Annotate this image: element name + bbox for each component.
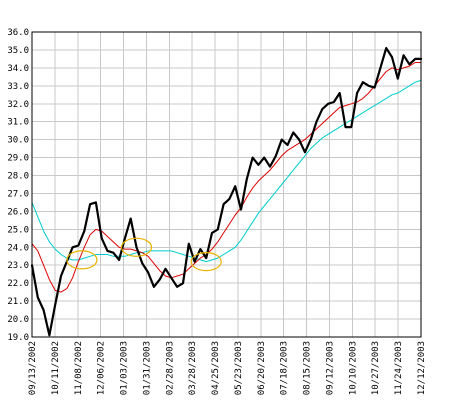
- plot-border: [31, 31, 422, 338]
- x-tick-label: 09/12/2003: [325, 341, 335, 395]
- x-tick-label: 10/11/2002: [51, 341, 61, 395]
- series-line-1: [31, 62, 422, 293]
- x-tick-label: 08/15/2003: [303, 341, 313, 395]
- y-tick-label: 36.0: [7, 28, 29, 38]
- y-tick-label: 19.0: [7, 333, 29, 343]
- marker-group: [66, 237, 222, 272]
- y-tick-label: 29.0: [7, 154, 29, 164]
- crossover-marker: [66, 250, 98, 270]
- y-tick-label: 25.0: [7, 225, 29, 235]
- y-tick-label: 21.0: [7, 297, 29, 307]
- plot-frame: [31, 31, 422, 338]
- x-tick-label: 10/10/2003: [348, 341, 358, 395]
- grid: [31, 31, 422, 338]
- x-tick-label: 01/03/2003: [120, 341, 130, 395]
- y-tick-label: 27.0: [7, 189, 29, 199]
- x-tick-label: 10/27/2003: [371, 341, 381, 395]
- crossover-marker: [120, 237, 153, 257]
- x-tick-label: 05/23/2003: [234, 341, 244, 395]
- y-tick-label: 30.0: [7, 136, 29, 146]
- x-tick-label: 01/31/2003: [142, 341, 152, 395]
- x-tick-label: 11/24/2003: [394, 341, 404, 395]
- y-tick-label: 22.0: [7, 279, 29, 289]
- y-tick-label: 35.0: [7, 46, 29, 56]
- x-tick-label: 03/28/2003: [188, 341, 198, 395]
- x-tick-label: 07/18/2003: [280, 341, 290, 395]
- y-tick-label: 32.0: [7, 100, 29, 110]
- x-tick-label: 12/12/2003: [417, 341, 427, 395]
- y-tick-label: 34.0: [7, 64, 29, 74]
- x-tick-label: 02/28/2003: [165, 341, 175, 395]
- y-axis-tick-labels: 19.0 20.0 21.0 22.0 23.0 24.0 25.0 26.0 27.0 28.0…: [7, 28, 29, 343]
- y-tick-label: 28.0: [7, 172, 29, 182]
- x-tick-label: 11/08/2002: [74, 341, 84, 395]
- y-tick-label: 24.0: [7, 243, 29, 253]
- series-group: [30, 46, 423, 337]
- x-axis-tick-labels: 09/13/2002 10/11/2002 11/08/2002 12/06/2002…: [28, 341, 427, 395]
- x-tick-label: 12/06/2002: [97, 341, 107, 395]
- x-tick-label: 09/13/2002: [28, 341, 38, 395]
- y-tick-label: 26.0: [7, 207, 29, 217]
- y-tick-label: 23.0: [7, 261, 29, 271]
- series-line-0: [30, 46, 423, 337]
- x-tick-label: 06/20/2003: [257, 341, 267, 395]
- y-tick-label: 31.0: [7, 118, 29, 128]
- y-tick-label: 33.0: [7, 82, 29, 92]
- y-tick-label: 20.0: [7, 315, 29, 325]
- series-line-2: [31, 79, 422, 263]
- x-tick-label: 04/25/2003: [211, 341, 221, 395]
- crossover-marker: [190, 252, 222, 272]
